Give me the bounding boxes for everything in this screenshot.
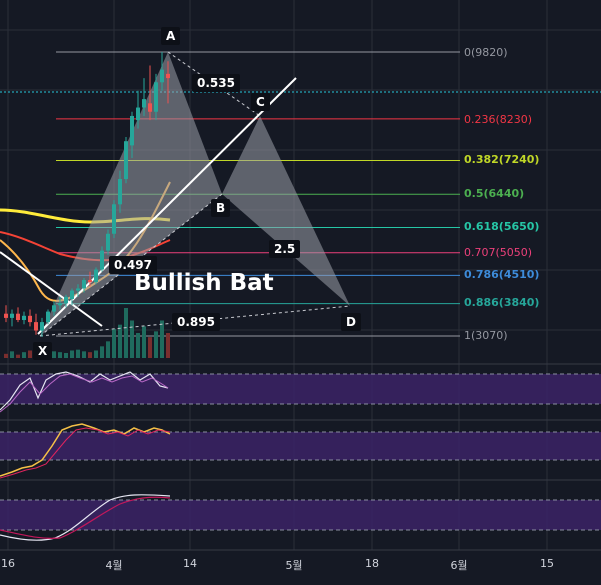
x-tick-label: 16 xyxy=(1,557,15,570)
pattern-bcd-triangle xyxy=(222,116,350,306)
candle-body xyxy=(166,73,170,79)
candle-body xyxy=(136,107,140,121)
fib-label-05: 0.5(6440) xyxy=(464,187,525,200)
volume-bar xyxy=(118,324,122,358)
stoch-d-line xyxy=(0,427,171,479)
macd-signal-line xyxy=(0,496,171,539)
candle-body xyxy=(82,280,86,289)
trendline-down xyxy=(0,251,103,327)
candle-body xyxy=(70,290,74,299)
candle-body xyxy=(148,103,152,112)
volume-bar xyxy=(82,351,86,358)
indicator-band xyxy=(0,374,601,404)
candle-body xyxy=(76,288,80,291)
x-tick-label: 6월 xyxy=(450,559,468,572)
volume-bar xyxy=(22,352,26,358)
ratio-label-bd: 2.5 xyxy=(269,240,301,258)
volume-bar xyxy=(58,352,62,358)
chart-title: Bullish Bat xyxy=(134,270,274,296)
trendline-up xyxy=(37,77,297,335)
fib-label-0236: 0.236(8230) xyxy=(464,113,533,126)
candle-body xyxy=(4,313,8,318)
candle-body xyxy=(154,82,158,112)
x-tick-label: 4월 xyxy=(105,559,123,572)
candle-body xyxy=(130,115,134,146)
volume-bar xyxy=(88,352,92,358)
candle-body xyxy=(16,313,20,321)
candle-body xyxy=(22,315,26,321)
candle-body xyxy=(142,99,146,108)
volume-bar xyxy=(106,341,110,358)
candle-body xyxy=(124,141,128,180)
indicator-band xyxy=(0,432,601,460)
volume-bar xyxy=(52,351,56,358)
candle-body xyxy=(160,69,164,83)
volume-bar xyxy=(142,326,146,358)
rsi-signal-line xyxy=(0,373,169,413)
volume-bar xyxy=(76,349,80,358)
volume-bar xyxy=(4,353,8,358)
x-tick-label: 15 xyxy=(540,557,554,570)
candle-body xyxy=(58,303,62,306)
volume-bar xyxy=(100,346,104,358)
candle-body xyxy=(28,315,32,323)
point-label-d: D xyxy=(341,313,361,331)
volume-bar xyxy=(166,333,170,358)
volume-bar xyxy=(112,328,116,358)
fib-label-0886: 0.886(3840) xyxy=(464,296,540,309)
ratio-label-ab: 0.535 xyxy=(192,74,240,92)
pattern-xd-line xyxy=(39,305,351,337)
stoch-k-line xyxy=(0,423,171,477)
candle-body xyxy=(118,179,122,205)
point-label-b: B xyxy=(211,199,231,217)
x-tick-label: 18 xyxy=(365,557,379,570)
ratio-label-xb: 0.497 xyxy=(109,256,157,274)
fib-label-0786: 0.786(4510) xyxy=(464,268,540,281)
volume-bar xyxy=(130,320,134,358)
fib-label-0382: 0.382(7240) xyxy=(464,153,540,166)
volume-bar xyxy=(28,350,32,358)
candle-body xyxy=(106,233,110,251)
candle-body xyxy=(40,322,44,331)
volume-bar xyxy=(160,320,164,358)
x-tick-label: 5월 xyxy=(285,559,303,572)
x-tick-label: 14 xyxy=(183,557,197,570)
candle-body xyxy=(46,311,50,323)
volume-bar xyxy=(94,350,98,358)
fib-label-0707: 0.707(5050) xyxy=(464,246,533,259)
volume-bar xyxy=(136,333,140,358)
volume-bar xyxy=(148,337,152,358)
volume-bar xyxy=(70,350,74,358)
candle-body xyxy=(64,296,68,304)
fib-label-1: 1(3070) xyxy=(464,329,508,342)
fib-label-0: 0(9820) xyxy=(464,46,508,59)
macd-line xyxy=(0,494,171,541)
candle-body xyxy=(34,322,38,331)
candle-body xyxy=(112,204,116,234)
candle-body xyxy=(94,269,98,283)
volume-bar xyxy=(10,351,14,358)
point-label-a: A xyxy=(161,27,181,45)
volume-bar xyxy=(64,353,68,358)
point-label-c: C xyxy=(251,93,270,111)
volume-bar xyxy=(124,308,128,358)
candle-body xyxy=(100,250,104,270)
point-label-x: X xyxy=(33,342,53,360)
volume-bar xyxy=(154,331,158,358)
fib-label-0618: 0.618(5650) xyxy=(464,220,540,233)
volume-bar xyxy=(16,354,20,358)
pattern-xab-triangle xyxy=(40,52,222,336)
ratio-label-xd: 0.895 xyxy=(172,313,220,331)
candle-body xyxy=(52,305,56,312)
candle-body xyxy=(10,313,14,318)
candle-body xyxy=(88,280,92,283)
